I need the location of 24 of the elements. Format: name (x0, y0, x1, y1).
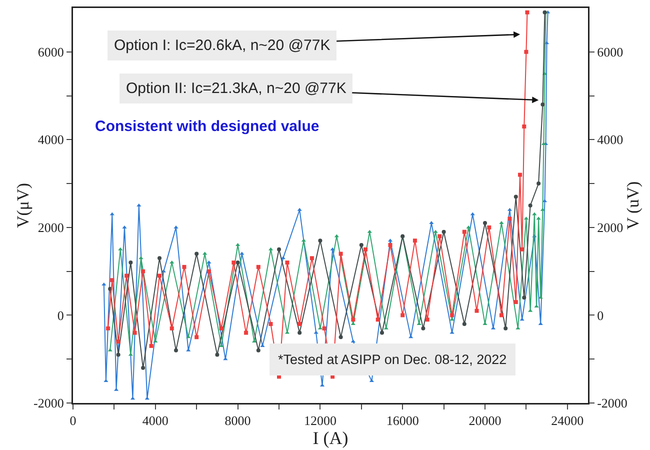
annotation: *Tested at ASIPP on Dec. 08-12, 2022 (278, 352, 507, 367)
x-tick-label: 20000 (468, 413, 502, 428)
y2-tick-label: 2000 (597, 220, 624, 235)
y2-axis-title: V (uV) (624, 181, 643, 230)
y-axis-title: V(μV) (13, 183, 32, 228)
annotation: Option II: Ic=21.3kA, n~20 @77K (126, 80, 346, 97)
y2-tick-label: 6000 (597, 44, 624, 60)
y-tick-label: -2000 (34, 396, 64, 411)
y-tick-label: 6000 (38, 44, 64, 60)
y-tick-label: 0 (57, 308, 64, 323)
y-tick-label: 2000 (38, 220, 64, 235)
x-tick-label: 4000 (142, 413, 168, 428)
y-tick-label: 4000 (38, 132, 64, 148)
y2-tick-label: 0 (597, 308, 604, 323)
x-tick-label: 8000 (224, 413, 251, 428)
x-tick-label: 16000 (386, 413, 419, 428)
x-tick-label: 24000 (551, 413, 584, 428)
x-tick-label: 12000 (304, 413, 336, 428)
y2-tick-label: 4000 (597, 132, 624, 148)
annotation: Option I: Ic=20.6kA, n~20 @77K (114, 37, 330, 54)
x-tick-label: 0 (70, 413, 76, 428)
annotation: Consistent with designed value (95, 118, 320, 135)
x-axis-title: I (A) (312, 428, 348, 448)
y2-tick-label: -2000 (597, 396, 628, 411)
